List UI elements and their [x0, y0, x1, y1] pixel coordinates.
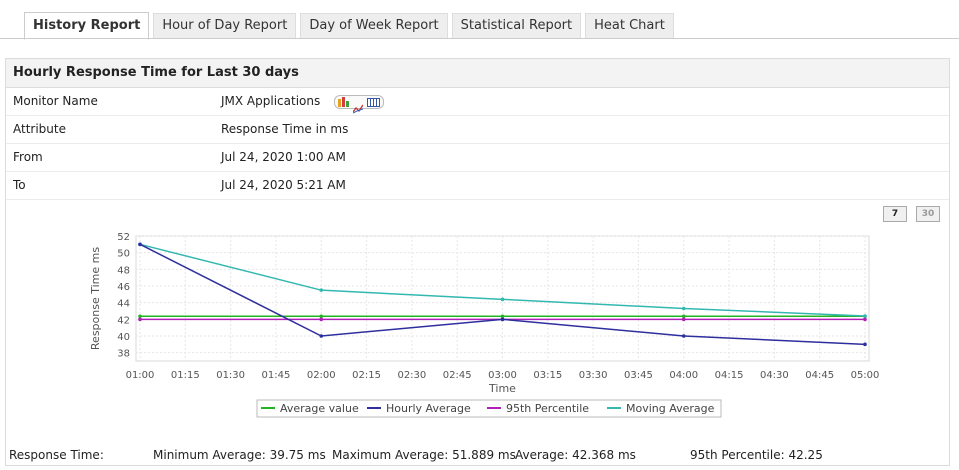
attribute-value: Response Time in ms	[221, 122, 349, 136]
summary-average: Average: 42.368 ms	[515, 448, 636, 462]
p95-label: 95th Percentile:	[690, 448, 785, 462]
x-tick-label: 02:45	[443, 370, 472, 381]
average-value: 42.368	[572, 448, 615, 462]
x-tick-label: 01:30	[216, 370, 245, 381]
table-icon	[367, 97, 381, 107]
x-tick-label: 02:00	[307, 370, 336, 381]
summary-minimum: Minimum Average: 39.75 ms	[153, 448, 326, 462]
y-tick-label: 40	[117, 332, 130, 343]
x-tick-label: 05:00	[851, 370, 880, 381]
response-time-chart: 38 40 42 44 46 48 50 52 01:00 01:15 01:30 01:45 02:0…	[89, 232, 880, 418]
tab-heat-chart[interactable]: Heat Chart	[585, 13, 674, 38]
x-tick-label: 02:15	[352, 370, 381, 381]
summary-maximum: Maximum Average: 51.889 ms	[332, 448, 516, 462]
bar-chart-icon-3	[346, 100, 350, 107]
data-point	[138, 314, 142, 319]
from-label: From	[13, 150, 43, 164]
min-average-unit: ms	[307, 448, 326, 462]
y-tick-label: 42	[117, 315, 130, 326]
x-tick-label: 03:00	[488, 370, 517, 381]
y-tick-label: 38	[117, 349, 130, 360]
tab-day-of-week-report[interactable]: Day of Week Report	[300, 13, 448, 38]
period-30-days-button[interactable]: 30	[916, 206, 940, 222]
data-point	[863, 317, 867, 322]
line-chart-icon	[352, 97, 364, 113]
data-point	[863, 314, 867, 318]
max-average-value: 51.889	[452, 448, 495, 462]
report-tabs: History Report Hour of Day Report Day of…	[24, 12, 678, 40]
min-average-label: Minimum Average:	[153, 448, 266, 462]
x-tick-label: 04:45	[805, 370, 834, 381]
legend-label: Moving Average	[626, 402, 715, 415]
data-point	[319, 317, 324, 322]
summary-95th: 95th Percentile: 42.25	[690, 448, 823, 462]
report-title: Hourly Response Time for Last 30 days	[6, 59, 949, 88]
x-tick-label: 01:15	[171, 370, 200, 381]
x-tick-label: 03:30	[579, 370, 608, 381]
to-label: To	[13, 178, 26, 192]
x-tick-label: 04:30	[760, 370, 789, 381]
y-tick-label: 46	[117, 282, 130, 293]
tab-statistical-report[interactable]: Statistical Report	[451, 13, 582, 38]
p95-value: 42.25	[788, 448, 823, 462]
tab-hour-of-day-report[interactable]: Hour of Day Report	[153, 13, 297, 38]
legend-label: Hourly Average	[386, 402, 471, 415]
legend-label: 95th Percentile	[506, 402, 589, 415]
data-point	[138, 317, 142, 322]
data-point	[319, 334, 324, 338]
row-monitor-name: Monitor Name JMX Applications	[6, 88, 949, 116]
period-7-days-button[interactable]: 7	[883, 206, 907, 222]
summary-label: Response Time:	[9, 448, 104, 462]
y-tick-label: 52	[117, 232, 130, 243]
monitor-name-label: Monitor Name	[13, 94, 98, 108]
row-from: From Jul 24, 2020 1:00 AM	[6, 144, 949, 172]
data-point	[681, 314, 686, 319]
monitor-name-value-wrap: JMX Applications	[221, 88, 385, 115]
to-value: Jul 24, 2020 5:21 AM	[221, 178, 346, 192]
data-point	[681, 317, 686, 322]
monitor-chart-icons[interactable]	[334, 94, 385, 113]
x-tick-label: 04:00	[669, 370, 698, 381]
x-axis-title: Time	[488, 382, 516, 395]
data-point	[138, 242, 142, 247]
x-tick-label: 04:15	[715, 370, 744, 381]
data-point	[681, 334, 686, 338]
max-average-label: Maximum Average:	[332, 448, 449, 462]
x-tick-label: 01:45	[262, 370, 291, 381]
y-axis-title: Response Time ms	[89, 247, 102, 350]
data-point	[863, 342, 867, 347]
y-tick-label: 44	[117, 299, 130, 310]
y-tick-label: 48	[117, 265, 130, 276]
x-tick-label: 03:15	[533, 370, 562, 381]
data-point	[500, 297, 505, 302]
data-point	[319, 314, 324, 319]
x-tick-label: 01:00	[126, 370, 155, 381]
bar-chart-icon	[338, 98, 342, 107]
attribute-label: Attribute	[13, 122, 66, 136]
report-panel: Hourly Response Time for Last 30 days Mo…	[5, 58, 950, 466]
data-point	[319, 288, 324, 292]
chart-legend: Average value Hourly Average 95th Percenti…	[256, 399, 722, 418]
average-unit: ms	[617, 448, 636, 462]
monitor-name-value[interactable]: JMX Applications	[221, 94, 321, 108]
row-to: To Jul 24, 2020 5:21 AM	[6, 172, 949, 200]
data-point	[681, 306, 686, 311]
data-point	[500, 314, 505, 319]
data-point	[500, 317, 505, 322]
min-average-value: 39.75	[269, 448, 304, 462]
row-attribute: Attribute Response Time in ms	[6, 116, 949, 144]
x-tick-label: 02:30	[397, 370, 426, 381]
y-tick-label: 50	[117, 249, 130, 260]
tab-divider	[0, 38, 959, 39]
average-label: Average:	[515, 448, 569, 462]
tab-history-report[interactable]: History Report	[24, 12, 150, 40]
bar-chart-icon-2	[342, 96, 346, 107]
max-average-unit: ms	[497, 448, 516, 462]
legend-label: Average value	[280, 402, 359, 415]
from-value: Jul 24, 2020 1:00 AM	[221, 150, 346, 164]
x-tick-label: 03:45	[624, 370, 653, 381]
